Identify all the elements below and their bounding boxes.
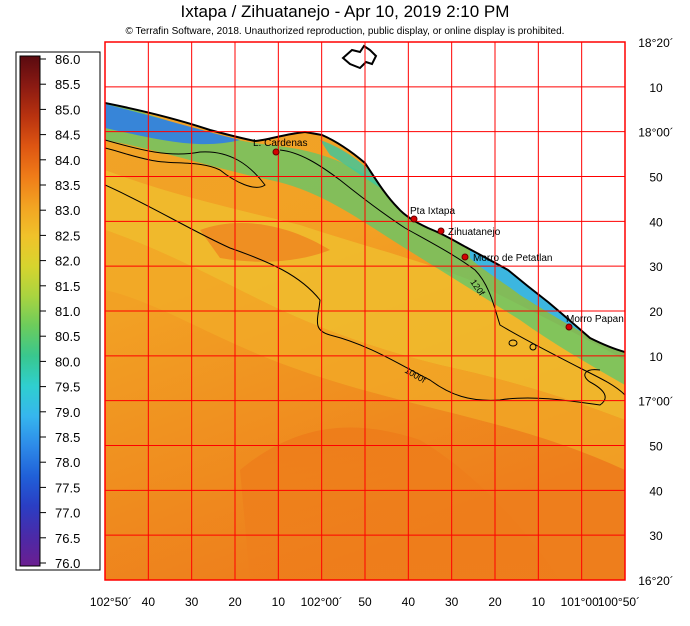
colorbar-tick-label: 79.0 xyxy=(55,405,80,420)
place-marker-zihuatanejo[interactable] xyxy=(437,227,445,235)
latitude-label: 50 xyxy=(649,171,663,185)
colorbar-tick-label: 81.0 xyxy=(55,304,80,319)
contour-1000 xyxy=(105,184,606,406)
map-frame xyxy=(104,41,626,581)
colorbar-tick-label: 84.5 xyxy=(55,128,80,143)
colorbar-tick-label: 85.0 xyxy=(55,102,80,117)
colorbar-tick-label: 77.5 xyxy=(55,480,80,495)
place-label-ixtapa: Pta Ixtapa xyxy=(410,206,455,217)
place-label-petatlan: Morro de Petatlan xyxy=(473,253,553,264)
copyright-notice: © Terrafin Software, 2018. Unauthorized … xyxy=(125,26,565,37)
latitude-label: 40 xyxy=(649,484,663,498)
colorbar-ramp xyxy=(19,55,41,567)
colorbar-tick-label: 82.0 xyxy=(55,254,80,269)
colorbar-tick-label: 85.5 xyxy=(55,77,80,92)
latitude-label: 30 xyxy=(649,529,663,543)
colorbar-tick-label: 77.0 xyxy=(55,506,80,521)
contour-120-west xyxy=(105,139,266,188)
inland-lake xyxy=(341,44,378,70)
longitude-label: 40 xyxy=(142,595,156,609)
place-label-zihuatanejo: Zihuatanejo xyxy=(448,227,501,238)
place-label-cardenas: L. Cardenas xyxy=(253,138,307,149)
warm-patch xyxy=(200,222,330,262)
colorbar-tick-label: 78.5 xyxy=(55,430,80,445)
latitude-label: 20 xyxy=(649,305,663,319)
colorbar-tick-label: 83.0 xyxy=(55,203,80,218)
colorbar-tick-label: 80.5 xyxy=(55,329,80,344)
latitude-labels: 18°20´ 10 18°00´ 50 40 30 20 10 17°00´ 50 40 30 16°2… xyxy=(638,36,674,588)
longitude-label: 102°00´ xyxy=(301,595,343,609)
longitude-labels: 102°50´ 40 30 20 10 102°00´ 50 40 30 20 10 101°00´1… xyxy=(90,595,640,609)
map-title: Ixtapa / Zihuatanejo - Apr 10, 2019 2:10… xyxy=(180,2,510,21)
longitude-label: 10 xyxy=(532,595,546,609)
colorbar-tick-label: 81.5 xyxy=(55,279,80,294)
longitude-label: 100°50´ xyxy=(598,595,640,609)
colorbar: 86.0 85.5 85.0 84.5 84.0 83.5 83.0 82.5 82.0 81.5… xyxy=(15,51,101,571)
latitude-label: 40 xyxy=(649,215,663,229)
colorbar-tick-label: 80.0 xyxy=(55,354,80,369)
longitude-label: 40 xyxy=(402,595,416,609)
place-marker-ixtapa[interactable] xyxy=(410,215,418,223)
sst-map: 120f 1000f L. Cardenas Pta Ixtapa Zihuat… xyxy=(105,42,625,580)
place-marker-papan[interactable] xyxy=(565,323,573,331)
latitude-label: 16°20´ xyxy=(638,574,674,588)
coastal-blue-lc xyxy=(105,104,240,145)
longitude-label: 102°50´ xyxy=(90,595,132,609)
place-markers: L. Cardenas Pta Ixtapa Zihuatanejo Morro… xyxy=(253,138,624,331)
colorbar-tick-label: 82.5 xyxy=(55,228,80,243)
colorbar-tick-label: 86.0 xyxy=(55,52,80,67)
longitude-label: 20 xyxy=(228,595,242,609)
place-marker-cardenas[interactable] xyxy=(272,148,280,156)
colorbar-tick-label: 79.5 xyxy=(55,380,80,395)
contour-120 xyxy=(279,149,625,396)
colorbar-tick-label: 76.5 xyxy=(55,531,80,546)
contour-seamount-2 xyxy=(529,343,537,351)
longitude-label: 50 xyxy=(358,595,372,609)
colorbar-tick-label: 76.0 xyxy=(55,556,80,571)
latitude-label: 18°20´ xyxy=(638,36,674,50)
colorbar-tick-label: 83.5 xyxy=(55,178,80,193)
latitude-label: 30 xyxy=(649,260,663,274)
longitude-label: 30 xyxy=(185,595,199,609)
longitude-label: 20 xyxy=(488,595,502,609)
contour-seamount-1 xyxy=(508,339,518,347)
lat-lon-grid xyxy=(105,42,625,580)
longitude-label: 30 xyxy=(445,595,459,609)
longitude-label: 101°00´ xyxy=(561,595,603,609)
place-marker-petatlan[interactable] xyxy=(461,253,469,261)
colorbar-tick-label: 84.0 xyxy=(55,153,80,168)
latitude-label: 18°00´ xyxy=(638,126,674,140)
latitude-label: 17°00´ xyxy=(638,395,674,409)
coastline xyxy=(105,102,625,353)
colorbar-tick-label: 78.0 xyxy=(55,455,80,470)
latitude-label: 10 xyxy=(649,81,663,95)
latitude-label: 10 xyxy=(649,350,663,364)
longitude-label: 10 xyxy=(272,595,286,609)
latitude-label: 50 xyxy=(649,440,663,454)
warm-plume xyxy=(240,427,560,580)
place-label-papan: Morro Papan xyxy=(566,314,624,325)
